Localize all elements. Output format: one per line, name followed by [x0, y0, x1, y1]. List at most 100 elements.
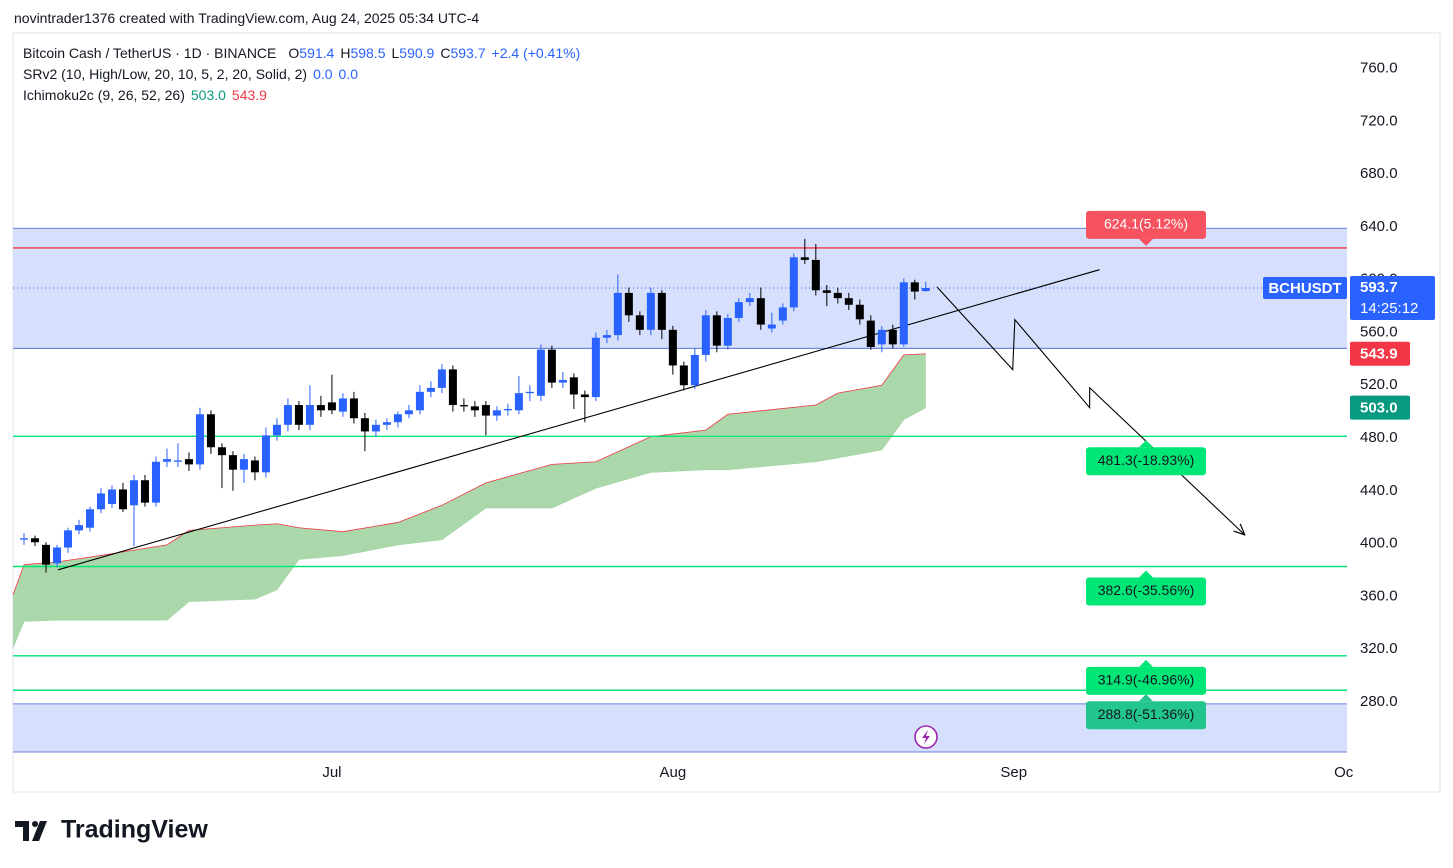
indicator-name: SRv2 (10, High/Low, 20, 10, 5, 2, 20, So… — [23, 66, 308, 82]
trendline — [57, 269, 1100, 571]
candle-body — [371, 424, 380, 432]
price-box — [1350, 276, 1435, 321]
candle-body — [558, 379, 567, 383]
level-label-box — [1086, 447, 1206, 476]
candle-body — [415, 391, 424, 411]
level-label: 382.6(-35.56%) — [1098, 582, 1195, 598]
attribution: novintrader1376 created with TradingView… — [14, 10, 480, 26]
candle-body — [250, 460, 259, 473]
indicator-value: 0.0 — [338, 66, 358, 82]
candle-body — [316, 405, 325, 411]
candle-body — [591, 337, 600, 398]
brand-logo: TradingView — [15, 816, 208, 844]
ohlc-value: 598.5 — [350, 45, 386, 61]
alert-icon[interactable] — [914, 725, 938, 749]
candle-body — [184, 459, 193, 465]
y-tick-label: 440.0 — [1360, 482, 1398, 499]
candle-body — [547, 349, 556, 383]
candle-body — [327, 402, 336, 411]
level-label: 288.8(-51.36%) — [1098, 706, 1195, 722]
candle-body — [657, 292, 666, 330]
candle-body — [261, 435, 270, 473]
x-tick-label: Sep — [1000, 764, 1027, 781]
candle-body — [349, 398, 358, 419]
y-tick-label: 320.0 — [1360, 640, 1398, 657]
legend-symbol-name: Bitcoin Cash / TetherUS · 1D · BINANCE — [23, 45, 277, 61]
candle-body — [129, 480, 138, 506]
indicator-name: Ichimoku2c (9, 26, 52, 26) — [23, 87, 185, 103]
candle-body — [646, 292, 655, 330]
brand-name: TradingView — [61, 816, 208, 844]
ohlc-label: H — [340, 45, 351, 61]
indicator-box — [1350, 395, 1410, 420]
level-label: 481.3(-18.93%) — [1098, 452, 1195, 468]
candle-body — [910, 282, 919, 292]
x-tick-label: Jul — [322, 764, 341, 781]
countdown: 14:25:12 — [1360, 300, 1418, 317]
legend-ohlc: C593.7 — [440, 45, 485, 61]
candle-body — [866, 320, 875, 347]
legend-symbol: Bitcoin Cash / TetherUS · 1D · BINANCE O5… — [23, 45, 580, 61]
chart-frame — [12, 32, 1441, 793]
candle-body — [877, 329, 886, 345]
y-tick-label: 640.0 — [1360, 218, 1398, 235]
candle-body — [162, 459, 171, 462]
candle-body — [745, 298, 754, 303]
candle-body — [448, 369, 457, 406]
ohlc-label: O — [288, 45, 300, 61]
indicator-box — [1350, 341, 1410, 366]
candle-body — [613, 292, 622, 336]
level-label-pointer — [1139, 238, 1153, 246]
y-tick-label: 360.0 — [1360, 587, 1398, 604]
y-tick-label: 400.0 — [1360, 535, 1398, 552]
level-label-pointer — [1139, 694, 1153, 702]
candle-body — [679, 365, 688, 386]
candle-body — [855, 304, 864, 320]
candle-body — [404, 410, 413, 415]
candle-body — [635, 315, 644, 330]
candle-body — [19, 538, 28, 540]
candle-body — [107, 489, 116, 504]
candle-body — [470, 406, 479, 411]
x-tick-label: Oc — [1334, 764, 1354, 781]
candle-body — [118, 489, 127, 510]
candle-body — [800, 257, 809, 260]
candle-body — [459, 405, 468, 407]
candle-body — [822, 290, 831, 293]
legend-change: +2.4 (+0.41%) — [491, 45, 581, 61]
indicator-value: 503.0 — [190, 87, 226, 103]
ohlc-value: 590.9 — [399, 45, 435, 61]
level-label-box — [1086, 210, 1206, 239]
y-tick-label: 680.0 — [1360, 165, 1398, 182]
level-label-pointer — [1139, 440, 1153, 448]
cloud — [12, 353, 926, 648]
candle-body — [569, 377, 578, 395]
candle-body — [140, 480, 149, 503]
candle-body — [437, 369, 446, 388]
candle-body — [701, 315, 710, 355]
lines — [13, 247, 1347, 691]
candle-body — [85, 509, 94, 528]
x-tick-label: Aug — [660, 764, 687, 781]
candle-body — [41, 544, 50, 565]
candle-body — [503, 408, 512, 411]
candle-body — [206, 414, 215, 448]
level-label: 314.9(-46.96%) — [1098, 672, 1195, 688]
candle-body — [844, 298, 853, 305]
ohlc-label: C — [440, 45, 451, 61]
y-tick-label: 760.0 — [1360, 60, 1398, 77]
candle-body — [338, 398, 347, 412]
candle-body — [756, 298, 765, 325]
ohlc-value: 591.4 — [299, 45, 335, 61]
candle-body — [426, 387, 435, 392]
cloud-fill — [13, 353, 926, 648]
y-tick-label: 280.0 — [1360, 693, 1398, 710]
candle-body — [294, 405, 303, 425]
ohlc-value: 593.7 — [450, 45, 486, 61]
ohlc-label: L — [391, 45, 400, 61]
candle-body — [580, 394, 589, 398]
level-label-box — [1086, 666, 1206, 695]
candle-body — [52, 547, 61, 564]
legend-ohlc: H598.5 — [340, 45, 385, 61]
